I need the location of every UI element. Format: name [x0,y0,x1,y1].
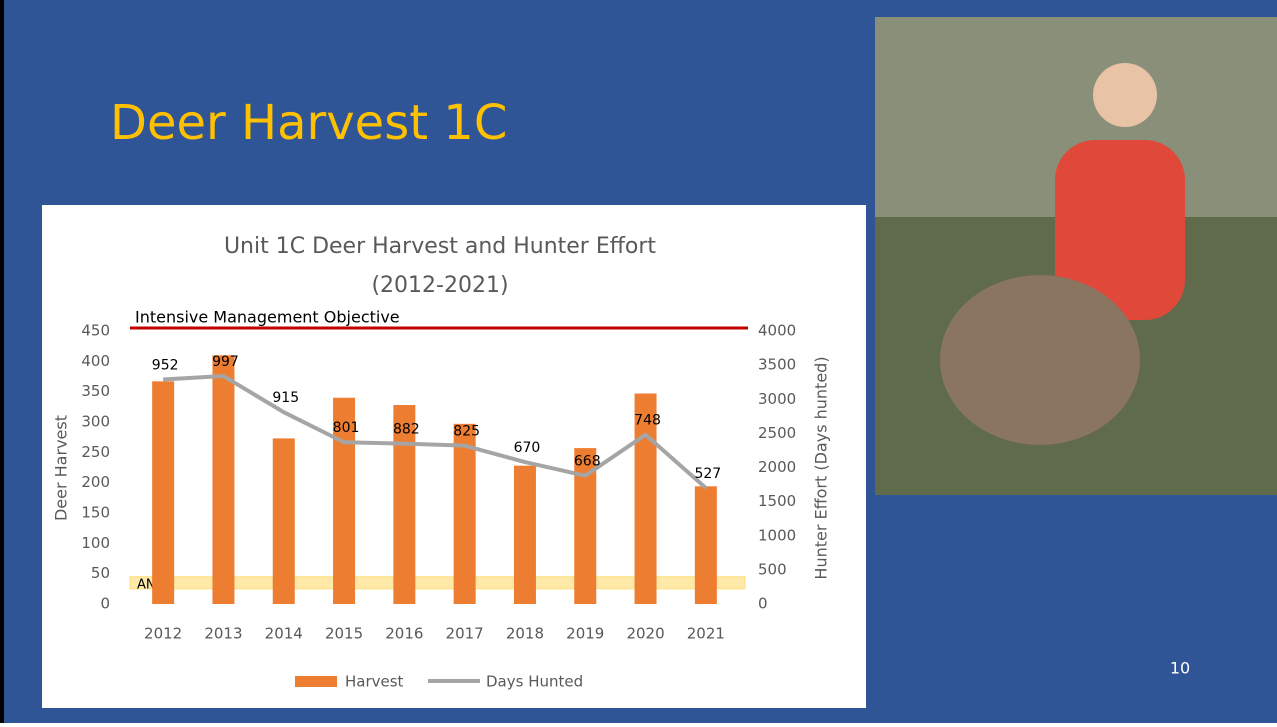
y-axis-title: Deer Harvest [52,415,71,521]
y-tick-label: 0 [100,595,110,613]
point-annotation: 527 [694,466,721,482]
photo-face [1093,63,1157,127]
point-annotation: 997 [212,354,239,370]
y-tick-label: 250 [81,443,110,461]
y-tick-label: 300 [81,413,110,431]
point-annotation: 915 [272,390,299,406]
chart-title: Unit 1C Deer Harvest and Hunter Effort [224,234,656,259]
y2-tick-label: 500 [758,560,787,578]
y2-tick-label: 4000 [758,322,796,340]
slide-edge [0,0,4,723]
point-annotation: 952 [152,357,179,373]
x-tick-label: 2017 [446,625,484,643]
y2-tick-label: 0 [758,595,768,613]
legend-label: Days Hunted [486,673,583,691]
y-tick-label: 450 [81,322,110,340]
bar [212,355,234,604]
point-annotation: 882 [393,422,420,438]
bar [695,486,717,604]
y-tick-label: 200 [81,473,110,491]
y2-axis-title: Hunter Effort (Days hunted) [812,356,831,579]
bar [454,424,476,604]
point-annotation: 748 [634,413,661,429]
page-number: 10 [1170,659,1190,678]
y-tick-label: 400 [81,352,110,370]
bar [273,438,295,604]
y2-tick-label: 1500 [758,492,796,510]
y-tick-label: 100 [81,534,110,552]
x-tick-label: 2019 [566,625,604,643]
point-annotation: 668 [574,454,601,470]
y-tick-label: 150 [81,504,110,522]
x-tick-label: 2018 [506,625,544,643]
x-tick-label: 2012 [144,625,182,643]
x-tick-label: 2016 [385,625,423,643]
reference-label: Intensive Management Objective [135,308,400,327]
slide: Deer Harvest 1C 10 Unit 1C Deer Harvest … [0,0,1277,723]
bar [514,466,536,604]
y2-tick-label: 3000 [758,390,796,408]
photo [875,17,1277,495]
x-tick-label: 2014 [265,625,303,643]
y-tick-label: 350 [81,382,110,400]
y2-tick-label: 1000 [758,526,796,544]
legend-label: Harvest [345,673,404,691]
x-tick-label: 2021 [687,625,725,643]
chart-subtitle: (2012-2021) [371,273,508,298]
legend-swatch [295,676,337,687]
y2-tick-label: 2500 [758,424,796,442]
y-tick-label: 50 [91,564,110,582]
point-annotation: 825 [453,424,480,440]
photo-deer [940,275,1140,445]
x-tick-label: 2020 [626,625,664,643]
x-tick-label: 2013 [204,625,242,643]
y2-tick-label: 2000 [758,458,796,476]
point-annotation: 801 [333,420,360,436]
bar [152,381,174,604]
point-annotation: 670 [514,440,541,456]
slide-title: Deer Harvest 1C [110,95,507,151]
y2-tick-label: 3500 [758,356,796,374]
x-tick-label: 2015 [325,625,363,643]
